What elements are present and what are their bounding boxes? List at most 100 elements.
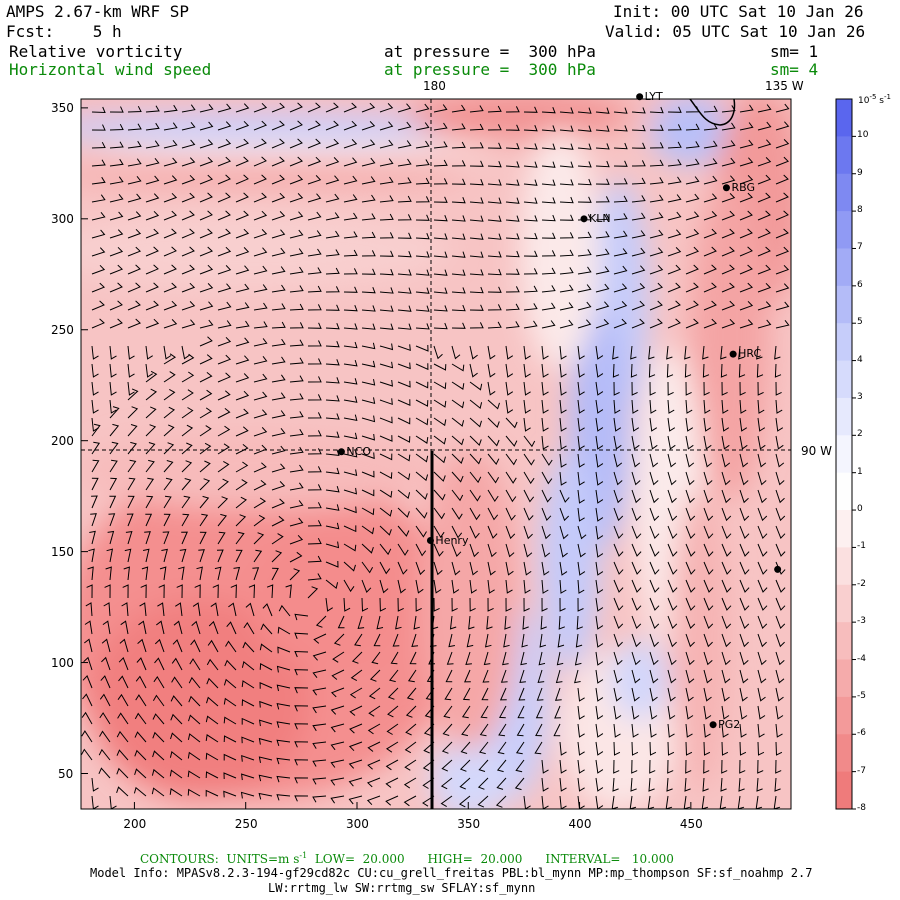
station-label: NCO xyxy=(346,444,371,458)
wind-barb xyxy=(276,702,291,710)
wind-barb xyxy=(163,495,172,509)
wind-barb xyxy=(595,435,604,450)
wind-barb xyxy=(379,305,394,312)
wind-barb xyxy=(775,319,790,329)
wind-barb xyxy=(667,759,674,774)
wind-barb xyxy=(367,759,381,770)
wind-barb xyxy=(361,323,376,330)
wind-barb xyxy=(757,139,772,149)
wind-barb xyxy=(631,142,646,149)
wind-barb xyxy=(91,229,106,239)
wind-barb xyxy=(91,176,106,185)
wind-barb xyxy=(361,287,376,294)
wind-barb xyxy=(703,507,714,522)
wind-barb xyxy=(775,301,790,311)
wind-barb xyxy=(469,105,484,113)
wind-barb xyxy=(685,300,699,311)
wind-barb xyxy=(294,687,309,694)
wind-barb xyxy=(307,285,322,293)
wind-barb xyxy=(289,411,304,419)
wind-barb xyxy=(433,435,447,445)
wind-barb xyxy=(685,399,693,414)
wind-barb xyxy=(307,156,322,167)
wind-barb xyxy=(721,561,732,575)
wind-barb xyxy=(649,705,658,720)
wind-barb xyxy=(289,393,304,401)
wind-barb xyxy=(187,751,201,761)
wind-barb xyxy=(757,471,767,486)
wind-barb xyxy=(217,408,231,419)
wind-barb xyxy=(595,615,604,630)
wind-barb xyxy=(577,759,585,774)
wind-barb xyxy=(469,251,484,258)
wind-barb xyxy=(775,228,789,239)
wind-barb xyxy=(181,192,196,203)
wind-barb xyxy=(739,381,746,396)
wind-barb xyxy=(108,513,116,527)
wind-barb xyxy=(307,520,322,527)
wind-barb xyxy=(379,213,394,221)
wind-barb xyxy=(415,543,427,557)
wind-barb xyxy=(312,741,327,749)
wind-barb xyxy=(577,453,585,468)
wind-barb xyxy=(397,121,412,131)
wind-barb xyxy=(478,759,489,772)
colorbar-swatch xyxy=(836,622,852,661)
wind-barb xyxy=(354,633,363,647)
wind-barb xyxy=(230,584,237,599)
wind-barb xyxy=(181,301,196,311)
wind-barb xyxy=(361,525,375,535)
wind-barb xyxy=(325,212,340,221)
wind-barb xyxy=(487,286,502,293)
wind-barb xyxy=(498,705,507,719)
wind-barb xyxy=(559,525,569,540)
wind-barb xyxy=(721,687,730,702)
wind-barb xyxy=(225,640,237,653)
wind-barb xyxy=(343,506,357,514)
wind-barb xyxy=(440,777,453,790)
wind-barb xyxy=(703,175,718,185)
wind-barb xyxy=(343,378,358,385)
wind-barb xyxy=(575,633,583,648)
wind-barb xyxy=(685,123,700,131)
wind-barb xyxy=(217,103,232,113)
wind-barb xyxy=(775,381,782,396)
wind-barb xyxy=(199,319,214,329)
wind-barb xyxy=(577,741,585,756)
wind-barb xyxy=(144,531,151,545)
wind-barb xyxy=(217,192,231,203)
station-label: HRC xyxy=(738,347,762,361)
wind-barb xyxy=(649,507,660,522)
wind-barb xyxy=(199,139,214,149)
wind-barb xyxy=(433,104,448,113)
wind-barb xyxy=(124,548,132,563)
wind-barb xyxy=(477,795,489,808)
wind-barb xyxy=(541,320,556,329)
wind-barb xyxy=(685,597,696,611)
wind-barb xyxy=(613,669,623,684)
wind-barb xyxy=(537,669,545,683)
wind-barb xyxy=(631,651,641,666)
wind-barb xyxy=(458,795,471,808)
wind-barb xyxy=(289,102,303,113)
wind-barb xyxy=(442,723,453,736)
wind-barb xyxy=(289,229,304,239)
wind-barb xyxy=(343,432,358,440)
wind-barb xyxy=(199,156,214,167)
wind-barb xyxy=(559,759,567,774)
wind-barb xyxy=(739,453,749,468)
wind-barb xyxy=(577,525,587,540)
wind-barb xyxy=(595,687,604,702)
wind-barb xyxy=(379,250,394,257)
wind-barb xyxy=(469,579,477,594)
wind-barb xyxy=(577,301,592,311)
wind-barb xyxy=(294,741,309,748)
wind-barb xyxy=(649,124,664,131)
wind-barb xyxy=(366,777,381,788)
wind-barb xyxy=(253,391,268,401)
wind-barb xyxy=(757,705,766,720)
wind-barb xyxy=(163,513,171,527)
wind-barb xyxy=(649,212,664,221)
wind-barb xyxy=(559,381,567,396)
wind-barb xyxy=(343,157,358,167)
